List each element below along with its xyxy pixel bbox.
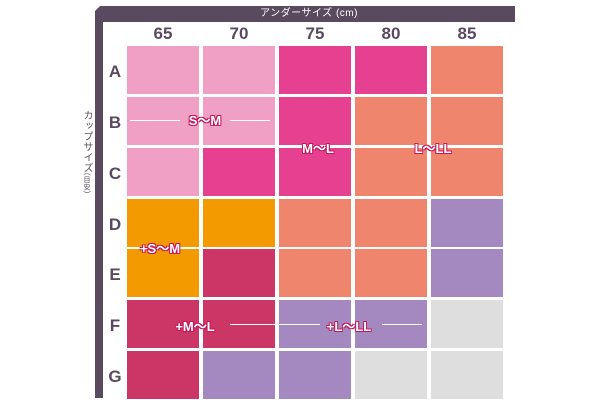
cell-d-70 xyxy=(203,199,275,247)
row-header-d: D xyxy=(108,215,122,234)
connector-line-m-l-left xyxy=(282,146,302,147)
cell-e-75 xyxy=(279,249,351,297)
cell-c-85 xyxy=(431,148,503,196)
cell-c-70 xyxy=(203,148,275,196)
connector-line-s-m-left xyxy=(130,120,180,121)
row-header-c: C xyxy=(108,164,122,183)
cell-e-70 xyxy=(203,249,275,297)
cell-b-65 xyxy=(127,97,199,145)
group-label-s-m: S～M xyxy=(188,113,222,128)
cell-g-75 xyxy=(279,351,351,399)
connector-line-l-ll xyxy=(456,146,496,147)
connector-line-plus-l-ll xyxy=(382,324,422,325)
cell-e-80 xyxy=(355,249,427,297)
cell-b-75 xyxy=(279,97,351,145)
col-header-65: 65 xyxy=(153,24,173,43)
cell-c-75 xyxy=(279,148,351,196)
row-header-g: G xyxy=(108,367,122,386)
cell-b-70 xyxy=(203,97,275,145)
cell-d-85 xyxy=(431,199,503,247)
group-label-l-ll: L～LL xyxy=(414,141,452,156)
col-header-85: 85 xyxy=(457,24,477,43)
cell-g-70 xyxy=(203,351,275,399)
row-header-a: A xyxy=(108,62,122,81)
cell-f-65 xyxy=(127,300,199,348)
col-header-70: 70 xyxy=(229,24,249,43)
group-label-plus-l-ll: +L～LL xyxy=(326,319,372,334)
cell-a-75 xyxy=(279,46,351,94)
cell-g-65 xyxy=(127,351,199,399)
connector-line-plus-s-m xyxy=(190,247,270,248)
group-label-plus-s-m: +S～M xyxy=(139,241,181,256)
frame-left-bar xyxy=(95,6,103,398)
group-label-m-l: M～L xyxy=(302,141,334,156)
cell-d-65 xyxy=(127,199,199,247)
cell-a-70 xyxy=(203,46,275,94)
col-header-80: 80 xyxy=(381,24,401,43)
frame-corner-notch xyxy=(82,0,106,24)
row-header-e: E xyxy=(109,265,121,284)
cup-size-note: (目安) xyxy=(83,173,90,194)
cell-c-65 xyxy=(127,148,199,196)
cell-d-80 xyxy=(355,199,427,247)
cell-f-85 xyxy=(431,300,503,348)
cup-size-label: カップサイズ xyxy=(81,110,92,173)
cell-e-85 xyxy=(431,249,503,297)
row-header-b: B xyxy=(108,113,122,132)
connector-line-s-m-right xyxy=(230,120,270,121)
group-label-plus-m-l: +M～L xyxy=(175,319,215,334)
cell-d-75 xyxy=(279,199,351,247)
cell-a-85 xyxy=(431,46,503,94)
cell-a-80 xyxy=(355,46,427,94)
cell-e-65 xyxy=(127,249,199,297)
cell-g-80 xyxy=(355,351,427,399)
row-header-f: F xyxy=(109,316,121,335)
col-header-75: 75 xyxy=(305,24,325,43)
cell-a-65 xyxy=(127,46,199,94)
connector-line-plus-m-l xyxy=(230,324,320,325)
cell-b-80 xyxy=(355,97,427,145)
connector-line-m-l-right xyxy=(340,146,410,147)
cup-size-title: カップサイズ(目安) xyxy=(78,110,94,250)
cell-b-85 xyxy=(431,97,503,145)
under-size-title: アンダーサイズ (cm) xyxy=(260,8,358,19)
cell-g-85 xyxy=(431,351,503,399)
cell-c-80 xyxy=(355,148,427,196)
frame-top-bar xyxy=(95,6,515,22)
